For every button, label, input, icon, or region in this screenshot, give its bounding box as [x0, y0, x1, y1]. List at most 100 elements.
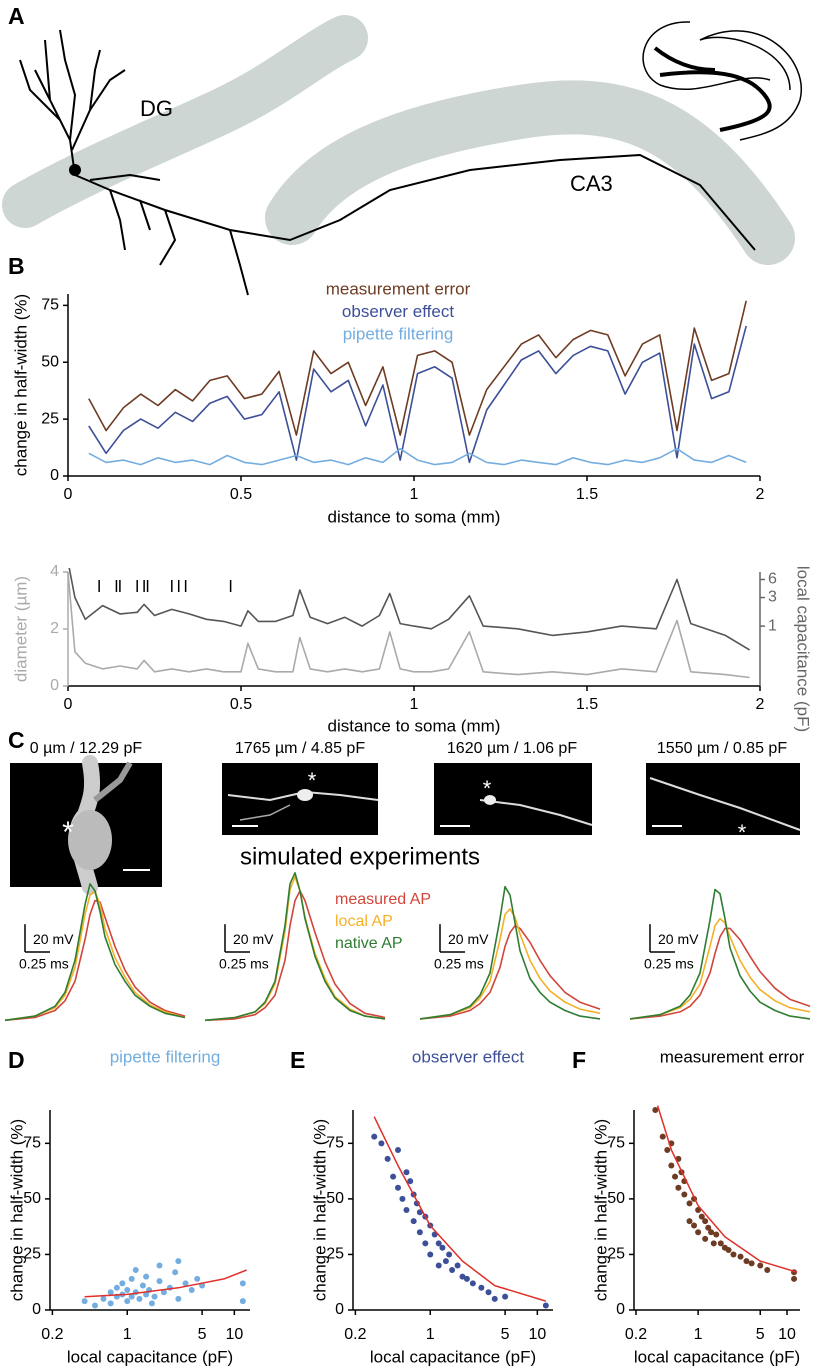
scale-bar-label: 20 mV [448, 931, 489, 947]
x-tick-label: 0.2 [344, 1326, 366, 1343]
points [652, 1107, 798, 1282]
series-line [4, 883, 186, 1022]
point [143, 1291, 150, 1298]
point [698, 1213, 705, 1220]
fit-line [656, 1105, 798, 1273]
asterisk: * [308, 768, 317, 793]
point [459, 1273, 466, 1280]
point [717, 1240, 724, 1247]
point [659, 1133, 666, 1140]
point [395, 1147, 402, 1153]
point [725, 1247, 732, 1253]
points [81, 1258, 246, 1309]
region-label: CA3 [570, 171, 613, 196]
point [449, 1267, 456, 1273]
series-line [204, 890, 386, 1022]
point [136, 1295, 143, 1302]
y-tick-label: 25 [326, 1246, 344, 1263]
series-line [204, 872, 386, 1022]
image-caption: 1765 µm / 4.85 pF [235, 740, 365, 757]
series-line [629, 888, 811, 1020]
point [175, 1258, 182, 1265]
panel-title: pipette filtering [110, 1047, 221, 1066]
asterisk: * [738, 820, 747, 845]
legend-entry: measured AP [335, 891, 431, 908]
fit-line [373, 1116, 547, 1302]
point [92, 1302, 99, 1309]
y-tick-label: 25 [607, 1246, 625, 1263]
point [686, 1218, 693, 1225]
x-tick-label: 10 [528, 1326, 546, 1343]
points [371, 1133, 549, 1309]
point [124, 1298, 131, 1305]
point [416, 1229, 423, 1236]
point [702, 1235, 709, 1242]
y-tick-label: 75 [41, 297, 59, 314]
y-axis-label: change in half-width (%) [310, 1119, 329, 1301]
point [743, 1258, 750, 1265]
series-line [68, 568, 751, 651]
point [757, 1262, 764, 1269]
series-line [419, 885, 601, 1020]
fit-line [84, 1269, 247, 1298]
point [764, 1267, 771, 1273]
x-tick-label: 0.5 [230, 696, 252, 713]
point [395, 1184, 402, 1191]
y-tick-label: 0 [616, 1301, 625, 1318]
image-caption: 1620 µm / 1.06 pF [447, 740, 577, 757]
y-tick-label: 0 [32, 1301, 41, 1318]
point [791, 1275, 798, 1282]
point [675, 1184, 682, 1191]
point [435, 1240, 442, 1247]
point [390, 1173, 397, 1180]
y-tick-label: 75 [607, 1135, 625, 1152]
x-tick-label: 5 [198, 1326, 207, 1343]
point [188, 1287, 195, 1293]
point [695, 1229, 702, 1236]
x-tick-label: 1 [410, 696, 419, 713]
point [686, 1200, 693, 1207]
panel-title: measurement error [660, 1047, 805, 1066]
panel-label: E [290, 1047, 305, 1073]
x-tick-label: 0.2 [41, 1326, 63, 1343]
x-tick-label: 1 [426, 1326, 435, 1343]
point [113, 1284, 120, 1291]
section-title: simulated experiments [240, 843, 480, 870]
y2-axis-label: local capacitance (pF) [794, 566, 813, 732]
scale-bar-label: 0.25 ms [434, 956, 484, 972]
series-group [204, 872, 386, 1022]
x-tick-label: 2 [756, 486, 765, 503]
y2-tick-label: 6 [768, 571, 777, 588]
region-label: DG [140, 96, 173, 121]
point [542, 1302, 549, 1309]
point [128, 1275, 135, 1282]
series-line [88, 300, 747, 436]
legend-entry: native AP [335, 935, 403, 952]
series-group [629, 888, 811, 1020]
point [148, 1300, 155, 1307]
point [156, 1262, 163, 1269]
y-tick-label: 25 [41, 410, 59, 427]
x-tick-label: 0.5 [230, 486, 252, 503]
y-tick-label: 50 [23, 1190, 41, 1207]
point [156, 1278, 163, 1285]
point [708, 1229, 715, 1236]
y-tick-label: 50 [326, 1190, 344, 1207]
panel-label: F [572, 1047, 586, 1073]
series-line [4, 890, 186, 1022]
point [469, 1280, 476, 1287]
point [143, 1273, 150, 1280]
point [100, 1295, 107, 1302]
series-line [88, 325, 747, 464]
y-tick-label: 25 [23, 1246, 41, 1263]
y-tick-label: 0 [335, 1301, 344, 1318]
y-tick-label: 4 [50, 563, 59, 580]
x-tick-label: 1 [410, 486, 419, 503]
series-line [629, 927, 811, 1020]
y-tick-label: 50 [41, 353, 59, 370]
x-tick-label: 1 [694, 1326, 703, 1343]
point [139, 1282, 146, 1289]
series-group [4, 883, 186, 1022]
panel-label: A [8, 3, 25, 29]
x-tick-label: 0 [64, 486, 73, 503]
